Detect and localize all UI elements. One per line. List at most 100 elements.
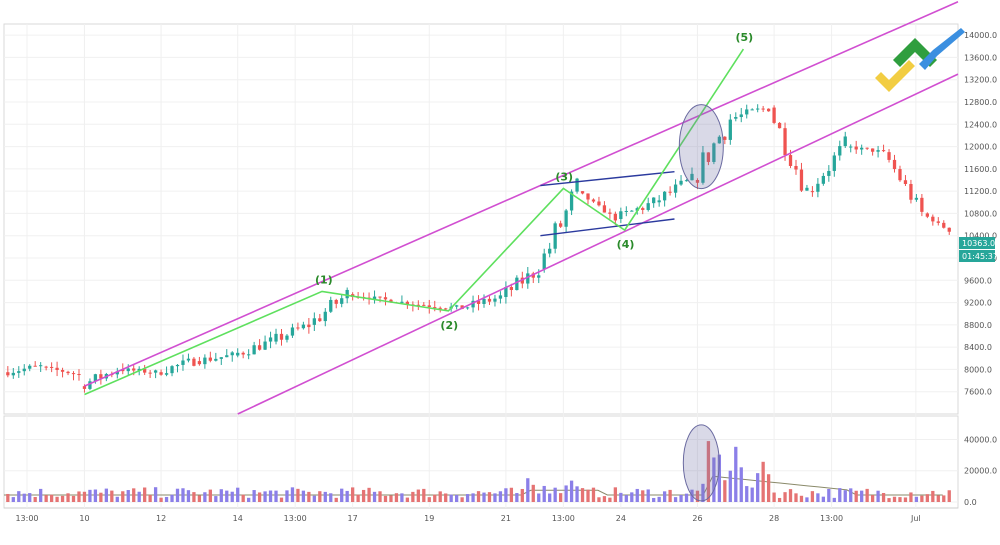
- volume-bar: [865, 488, 869, 502]
- volume-bar: [17, 491, 21, 502]
- candle-body: [493, 298, 497, 302]
- candle-body: [323, 311, 327, 322]
- candle-body: [33, 365, 37, 367]
- time-tick-label: 13:00: [552, 514, 575, 523]
- volume-bar: [947, 490, 951, 502]
- volume-bar: [60, 495, 65, 502]
- volume-bar: [520, 488, 524, 502]
- volume-bar: [6, 493, 10, 502]
- volume-bar: [914, 496, 919, 502]
- volume-bars: [6, 441, 951, 502]
- volume-bar: [597, 497, 601, 502]
- candle-body: [695, 180, 700, 183]
- volume-bar: [537, 493, 541, 502]
- candle-body: [838, 146, 842, 156]
- candle-body: [455, 305, 459, 307]
- candle-body: [66, 371, 70, 374]
- volume-bar: [646, 489, 650, 502]
- wave-label-1: (1): [315, 273, 333, 286]
- price-tick-label: 7600.0: [964, 388, 992, 397]
- volume-bar: [39, 488, 43, 502]
- candle-body: [909, 183, 913, 200]
- time-axis[interactable]: 13:00 10 12 14 13:00 17 19 21 13:00 24 26 28 13:00 Ju…: [15, 514, 920, 523]
- candle-body: [920, 197, 924, 212]
- price-axis[interactable]: 7600.08000.08400.08800.09200.09600.01000…: [964, 31, 997, 397]
- candle-body: [832, 155, 836, 171]
- candle-body: [219, 357, 223, 359]
- candle-body: [6, 372, 10, 376]
- volume-bar: [920, 495, 924, 502]
- candle-body: [931, 216, 935, 222]
- candle-body: [761, 108, 765, 110]
- volume-bar: [367, 487, 371, 502]
- volume-bar: [394, 493, 399, 502]
- volume-bar: [77, 491, 81, 502]
- volume-bar: [274, 490, 278, 502]
- volume-tick-label: 20000.0: [964, 467, 997, 476]
- candle-body: [257, 345, 262, 350]
- candle-body: [230, 352, 234, 356]
- candle-body: [460, 305, 464, 310]
- candle-body: [602, 205, 607, 213]
- price-tick-label: 8400.0: [964, 343, 992, 352]
- volume-bar: [586, 489, 590, 502]
- volume-bar: [290, 487, 295, 502]
- candle-body: [892, 159, 897, 170]
- volume-bar: [734, 446, 738, 502]
- candle-body: [268, 337, 273, 342]
- candle-body: [99, 374, 103, 379]
- candle-body: [652, 197, 656, 204]
- volume-pane[interactable]: [3, 415, 959, 509]
- volume-bar: [821, 496, 825, 502]
- candle-body: [619, 211, 623, 219]
- price-tick-label: 12000.0: [964, 143, 997, 152]
- volume-bar: [613, 487, 618, 502]
- volume-bar: [422, 488, 426, 502]
- volume-bar: [673, 497, 678, 502]
- volume-bar: [591, 487, 596, 502]
- candle-body: [569, 191, 574, 211]
- candle-body: [788, 155, 793, 166]
- candle-body: [444, 308, 448, 310]
- candle-body: [608, 212, 612, 214]
- time-tick-label: 17: [348, 514, 358, 523]
- price-pane[interactable]: [3, 23, 959, 415]
- candle-body: [143, 368, 147, 373]
- candle-body: [777, 122, 782, 129]
- volume-bar: [580, 488, 585, 502]
- volume-bar: [679, 494, 683, 502]
- candle-body: [903, 180, 908, 184]
- volume-bar: [766, 474, 771, 502]
- volume-bar: [378, 491, 382, 502]
- volume-bar: [575, 486, 579, 502]
- candle-body: [416, 304, 420, 306]
- price-tick-label: 10800.0: [964, 209, 997, 218]
- candle-body: [214, 358, 218, 361]
- volume-axis: 40000.0 20000.0 0.0: [964, 435, 997, 507]
- candle-body: [433, 307, 437, 309]
- volume-bar: [93, 489, 98, 502]
- volume-bar: [11, 497, 15, 502]
- volume-bar: [810, 491, 815, 502]
- candle-body: [630, 210, 634, 212]
- volume-bar: [71, 495, 76, 502]
- candle-body: [186, 358, 191, 361]
- volume-bar: [788, 489, 793, 502]
- volume-bar: [164, 496, 169, 502]
- candle-body: [925, 213, 929, 217]
- volume-bar: [49, 494, 54, 502]
- candle-body: [854, 146, 858, 150]
- candle-body: [849, 146, 853, 148]
- volume-bar: [657, 496, 661, 502]
- volume-bar: [558, 493, 563, 502]
- volume-bar: [444, 493, 448, 502]
- candle-body: [542, 253, 546, 270]
- volume-bar: [247, 497, 251, 502]
- drawing-overlays[interactable]: [84, 0, 959, 502]
- candle-body: [575, 178, 579, 192]
- volume-bar: [772, 492, 776, 502]
- candle-body: [465, 307, 470, 309]
- candle-body: [701, 152, 705, 183]
- candle-body: [203, 357, 207, 365]
